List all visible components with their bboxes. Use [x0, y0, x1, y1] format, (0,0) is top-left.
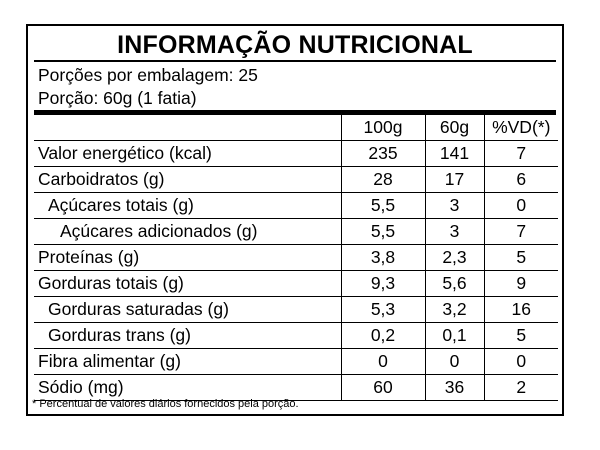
nutrition-table-body: 100g 60g %VD(*) Valor energético (kcal) 2…	[34, 115, 558, 401]
nutrient-row: Açúcares adicionados (g) 5,5 3 7	[34, 218, 558, 245]
header-daily-value: %VD(*)	[483, 115, 558, 141]
header-row: 100g 60g %VD(*)	[34, 115, 558, 141]
nutrient-row: Gorduras saturadas (g) 5,3 3,2 16	[34, 296, 558, 323]
daily-value-percent: 2	[483, 374, 558, 401]
daily-value-percent: 16	[483, 296, 558, 323]
value-per-portion: 5,6	[424, 270, 485, 297]
nutrition-facts-label: INFORMAÇÃO NUTRICIONAL Porções por embal…	[26, 24, 564, 416]
value-per-100g: 9,3	[340, 270, 426, 297]
value-per-100g: 0,2	[340, 322, 426, 349]
nutrient-name: Açúcares adicionados (g)	[34, 218, 342, 245]
value-per-100g: 3,8	[340, 244, 426, 271]
label-title: INFORMAÇÃO NUTRICIONAL	[117, 31, 473, 59]
title-divider	[34, 60, 556, 62]
nutrient-row: Gorduras trans (g) 0,2 0,1 5	[34, 322, 558, 349]
nutrient-name: Gorduras trans (g)	[34, 322, 342, 349]
daily-value-percent: 6	[483, 166, 558, 193]
nutrient-name: Proteínas (g)	[34, 244, 342, 271]
value-per-portion: 141	[424, 140, 485, 167]
nutrient-row: Valor energético (kcal) 235 141 7	[34, 140, 558, 167]
daily-value-percent: 0	[483, 192, 558, 219]
value-per-100g: 0	[340, 348, 426, 375]
daily-value-percent: 5	[483, 322, 558, 349]
daily-value-percent: 5	[483, 244, 558, 271]
nutrient-row: Proteínas (g) 3,8 2,3 5	[34, 244, 558, 271]
nutrient-name: Gorduras totais (g)	[34, 270, 342, 297]
value-per-100g: 235	[340, 140, 426, 167]
value-per-portion: 2,3	[424, 244, 485, 271]
value-per-portion: 3	[424, 218, 485, 245]
nutrient-name: Valor energético (kcal)	[34, 140, 342, 167]
value-per-portion: 0	[424, 348, 485, 375]
nutrient-row: Fibra alimentar (g) 0 0 0	[34, 348, 558, 375]
nutrient-row: Gorduras totais (g) 9,3 5,6 9	[34, 270, 558, 297]
value-per-100g: 60	[340, 374, 426, 401]
value-per-portion: 17	[424, 166, 485, 193]
value-per-100g: 5,5	[340, 218, 426, 245]
header-per-portion: 60g	[424, 115, 485, 141]
daily-value-percent: 7	[483, 140, 558, 167]
nutrient-name: Açúcares totais (g)	[34, 192, 342, 219]
value-per-portion: 0,1	[424, 322, 485, 349]
daily-value-percent: 7	[483, 218, 558, 245]
header-per-100g: 100g	[340, 115, 426, 141]
nutrient-name: Gorduras saturadas (g)	[34, 296, 342, 323]
nutrient-row: Carboidratos (g) 28 17 6	[34, 166, 558, 193]
value-per-portion: 3	[424, 192, 485, 219]
nutrition-table: 100g 60g %VD(*) Valor energético (kcal) 2…	[34, 115, 558, 401]
daily-value-percent: 9	[483, 270, 558, 297]
value-per-100g: 28	[340, 166, 426, 193]
nutrient-name: Fibra alimentar (g)	[34, 348, 342, 375]
value-per-portion: 3,2	[424, 296, 485, 323]
value-per-portion: 36	[424, 374, 485, 401]
serving-size: Porção: 60g (1 fatia)	[38, 88, 197, 108]
value-per-100g: 5,5	[340, 192, 426, 219]
thick-divider	[34, 110, 556, 115]
footnote: * Percentual de valores diários fornecid…	[32, 398, 299, 410]
nutrient-row: Sódio (mg) 60 36 2	[34, 374, 558, 401]
value-per-100g: 5,3	[340, 296, 426, 323]
header-nutrient	[34, 115, 342, 141]
nutrient-name: Carboidratos (g)	[34, 166, 342, 193]
daily-value-percent: 0	[483, 348, 558, 375]
nutrient-row: Açúcares totais (g) 5,5 3 0	[34, 192, 558, 219]
servings-per-package: Porções por embalagem: 25	[38, 65, 258, 85]
nutrient-name: Sódio (mg)	[34, 374, 342, 401]
